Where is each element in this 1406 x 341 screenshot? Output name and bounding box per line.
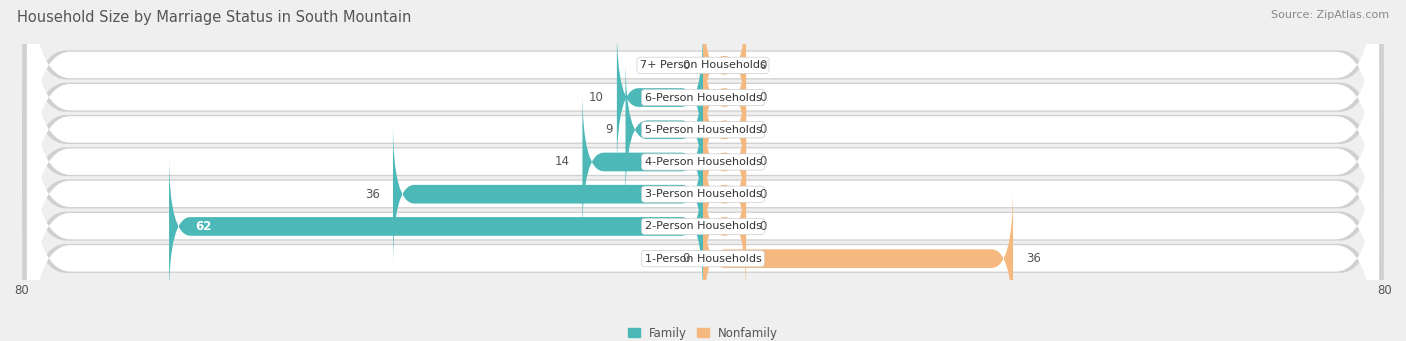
FancyBboxPatch shape: [582, 91, 703, 233]
FancyBboxPatch shape: [27, 0, 1379, 213]
Text: 14: 14: [554, 155, 569, 168]
FancyBboxPatch shape: [27, 110, 1379, 341]
FancyBboxPatch shape: [703, 123, 747, 265]
FancyBboxPatch shape: [703, 59, 747, 201]
Text: 0: 0: [759, 188, 766, 201]
Text: 62: 62: [195, 220, 211, 233]
FancyBboxPatch shape: [617, 26, 703, 169]
FancyBboxPatch shape: [27, 14, 1379, 310]
Text: 2-Person Households: 2-Person Households: [644, 221, 762, 232]
Text: 0: 0: [759, 155, 766, 168]
Text: 7+ Person Households: 7+ Person Households: [640, 60, 766, 70]
FancyBboxPatch shape: [22, 112, 1384, 341]
Text: 10: 10: [589, 91, 605, 104]
Text: 0: 0: [759, 123, 766, 136]
FancyBboxPatch shape: [22, 79, 1384, 341]
FancyBboxPatch shape: [703, 155, 747, 298]
FancyBboxPatch shape: [27, 0, 1379, 245]
Text: 0: 0: [683, 59, 690, 72]
Text: 5-Person Households: 5-Person Households: [644, 125, 762, 135]
FancyBboxPatch shape: [703, 91, 747, 233]
FancyBboxPatch shape: [169, 155, 703, 298]
FancyBboxPatch shape: [27, 78, 1379, 341]
Text: 4-Person Households: 4-Person Households: [644, 157, 762, 167]
Text: 80: 80: [1378, 284, 1392, 297]
Text: 80: 80: [14, 284, 28, 297]
Text: 0: 0: [759, 59, 766, 72]
FancyBboxPatch shape: [703, 26, 747, 169]
FancyBboxPatch shape: [22, 0, 1384, 276]
FancyBboxPatch shape: [22, 15, 1384, 308]
Text: Household Size by Marriage Status in South Mountain: Household Size by Marriage Status in Sou…: [17, 10, 411, 25]
Text: 6-Person Households: 6-Person Households: [644, 92, 762, 103]
Text: 3-Person Households: 3-Person Households: [644, 189, 762, 199]
Legend: Family, Nonfamily: Family, Nonfamily: [628, 327, 778, 340]
Text: 1-Person Households: 1-Person Households: [644, 254, 762, 264]
Text: Source: ZipAtlas.com: Source: ZipAtlas.com: [1271, 10, 1389, 20]
FancyBboxPatch shape: [27, 46, 1379, 341]
Text: 0: 0: [759, 220, 766, 233]
FancyBboxPatch shape: [22, 47, 1384, 341]
Text: 36: 36: [1026, 252, 1040, 265]
Text: 0: 0: [759, 91, 766, 104]
Text: 0: 0: [683, 252, 690, 265]
FancyBboxPatch shape: [27, 0, 1379, 277]
FancyBboxPatch shape: [22, 0, 1384, 212]
Text: 36: 36: [366, 188, 380, 201]
FancyBboxPatch shape: [703, 188, 1012, 330]
FancyBboxPatch shape: [392, 123, 703, 265]
FancyBboxPatch shape: [22, 0, 1384, 244]
Text: 9: 9: [605, 123, 613, 136]
FancyBboxPatch shape: [703, 0, 747, 136]
FancyBboxPatch shape: [626, 59, 703, 201]
